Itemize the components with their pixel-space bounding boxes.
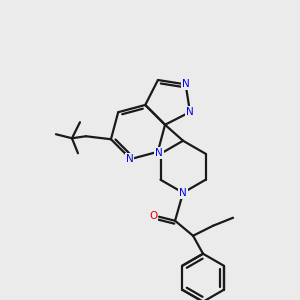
Text: O: O	[149, 211, 157, 221]
Text: N: N	[182, 80, 190, 89]
Text: N: N	[179, 188, 187, 198]
Text: N: N	[126, 154, 134, 164]
Text: N: N	[186, 107, 194, 117]
Text: N: N	[155, 148, 163, 158]
